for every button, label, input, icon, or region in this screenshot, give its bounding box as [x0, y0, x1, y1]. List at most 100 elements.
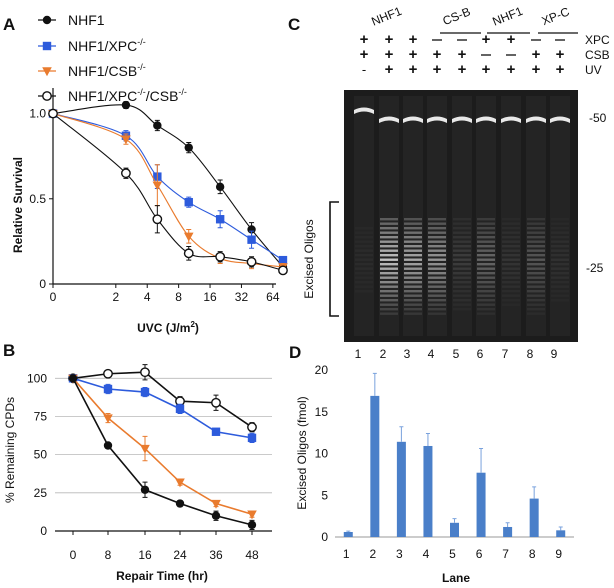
gel-oligo-band — [428, 240, 446, 243]
gel-oligo-band — [502, 281, 520, 284]
panel-d-bar — [476, 472, 486, 537]
panel-b-series-line — [72, 377, 253, 526]
gel-oligo-band — [527, 227, 545, 230]
gel-oligo-band — [453, 231, 471, 234]
gel-oligo-band — [502, 231, 520, 234]
panel-b-point — [211, 499, 221, 509]
gel-row-label: UV — [585, 63, 602, 77]
gel-plus: + — [458, 61, 467, 78]
gel-band-50 — [427, 116, 447, 123]
gel-lane — [354, 96, 374, 336]
gel-oligo-band — [380, 249, 398, 252]
panel-b-point — [103, 414, 113, 424]
panel-letter-a: A — [3, 15, 15, 34]
gel-lane — [403, 96, 423, 336]
gel-oligo-band — [453, 299, 471, 302]
gel-plus: + — [458, 46, 467, 63]
gel-oligo-band — [527, 285, 545, 288]
gel-oligo-band — [527, 267, 545, 270]
gel-plus: + — [385, 46, 394, 63]
legend-label: NHF1/XPC-/-/CSB-/- — [68, 87, 187, 104]
gel-plus: + — [409, 46, 418, 63]
gel-oligo-band — [527, 281, 545, 284]
gel-oligo-band — [502, 240, 520, 243]
gel-oligo-band — [477, 308, 495, 311]
gel-lane-number: 9 — [551, 347, 558, 361]
legend-sup2: -/- — [178, 87, 187, 97]
legend-sup: -/- — [137, 87, 146, 97]
panel-d-error-bar — [505, 522, 510, 527]
gel-oligo-band — [527, 218, 545, 221]
gel-band-50 — [501, 116, 521, 123]
gel-oligo-band — [453, 272, 471, 275]
gel-oligo-band — [380, 254, 398, 257]
legend-label: NHF1/XPC-/- — [68, 37, 146, 54]
gel-oligo-band — [355, 241, 373, 243]
legend-name: NHF1/XPC — [68, 38, 137, 54]
gel-oligo-band — [551, 240, 569, 243]
panel-a-point — [278, 265, 288, 276]
gel-oligo-band — [428, 227, 446, 230]
gel-lane-number: 4 — [428, 347, 435, 361]
panel-d-ytick-label: 15 — [315, 405, 329, 419]
gel-oligo-band — [380, 308, 398, 311]
panel-b-ylabel: % Remaining CPDs — [3, 397, 17, 503]
panel-d-error-bar — [532, 486, 537, 499]
gel-oligo-band — [380, 303, 398, 306]
gel-lane-number: 7 — [502, 347, 509, 361]
gel-oligo-band — [404, 218, 422, 221]
gel-oligo-band — [477, 281, 495, 284]
gel-minus: - — [362, 62, 366, 77]
gel-oligo-band — [527, 276, 545, 279]
gel-oligo-band — [404, 249, 422, 252]
gel-oligo-band — [404, 294, 422, 297]
panel-a-point — [121, 100, 131, 110]
gel-oligo-band — [551, 231, 569, 234]
panel-c-gel: NHF1 CS-B NHF1 XP-C+ + + + + XPC+ + + + + + + CSB- + + + + +… — [302, 4, 610, 361]
panel-a-point — [247, 235, 256, 244]
panel-b-xtick-label: 48 — [245, 548, 259, 562]
gel-oligo-band — [502, 299, 520, 301]
gel-oligo-band — [428, 263, 446, 266]
panel-b-xtick-label: 36 — [209, 548, 223, 562]
panel-b-series-line — [72, 377, 253, 515]
panel-a-xtick-label: 2 — [112, 290, 119, 304]
panel-a-point — [184, 143, 193, 152]
panel-d-xtick-label: 7 — [502, 547, 509, 561]
excised-oligos-label: Excised Oligos — [302, 219, 316, 298]
gel-oligo-band — [404, 227, 422, 230]
gel-plus: + — [532, 46, 541, 63]
legend-marker — [42, 41, 52, 51]
gel-lane-number: 6 — [477, 347, 484, 361]
legend-label: NHF1 — [68, 12, 105, 28]
gel-oligo-band — [477, 263, 495, 266]
panel-b-point — [103, 441, 113, 450]
gel-oligo-band — [453, 240, 471, 243]
gel-oligo-band — [551, 267, 569, 270]
panel-d-xlabel: Lane — [442, 571, 470, 585]
gel-oligo-band — [527, 258, 545, 261]
panel-a-point — [152, 214, 163, 225]
panel-a-xtick-label: 4 — [144, 290, 151, 304]
gel-row-label: CSB — [585, 48, 610, 62]
gel-oligo-band — [355, 258, 373, 261]
gel-oligo-band — [355, 281, 373, 283]
gel-oligo-band — [477, 299, 495, 302]
gel-plus: + — [556, 61, 565, 78]
gel-oligo-band — [453, 308, 471, 310]
gel-oligo-band — [477, 285, 495, 288]
legend-sup: -/- — [137, 62, 146, 72]
gel-oligo-band — [527, 240, 545, 243]
gel-oligo-band — [428, 294, 446, 297]
gel-band-50 — [354, 107, 374, 114]
gel-plus: + — [360, 46, 369, 63]
gel-lane — [452, 96, 472, 336]
gel-oligo-band — [502, 222, 520, 225]
gel-oligo-band — [355, 227, 373, 229]
panel-a-point — [152, 181, 163, 191]
panel-d-bar — [423, 445, 433, 537]
legend-label: NHF1/CSB-/- — [68, 62, 146, 79]
gel-oligo-band — [380, 285, 398, 288]
gel-oligo-band — [477, 231, 495, 234]
gel-plus: + — [482, 31, 491, 48]
